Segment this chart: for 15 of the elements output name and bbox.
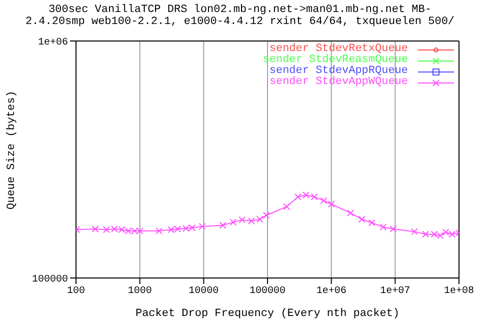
x-tick-label: 1e+06 (316, 286, 346, 298)
chart-title: 300sec VanillaTCP DRS lon02.mb-ng.net->man01.mb-ng.net MB- (48, 4, 432, 16)
x-tick-label: 100000 (249, 286, 286, 298)
legend-label: sender StdevAppWQueue (269, 76, 408, 88)
x-tick-label: 10000 (188, 286, 219, 298)
y-axis-title: Queue Size (bytes) (6, 90, 18, 210)
x-tick-label: 100 (66, 286, 86, 298)
x-tick-label: 1e+07 (380, 286, 410, 298)
legend-label: sender StdevAppRQueue (269, 65, 408, 77)
x-tick-label: 1e+08 (444, 286, 474, 298)
legend-label: sender StdevRetxQueue (269, 43, 408, 55)
x-axis-title: Packet Drop Frequency (Every nth packet) (135, 308, 400, 320)
x-tick-label: 1000 (128, 286, 152, 298)
legend-label: sender StdevReasmQueue (262, 54, 408, 66)
chart-subtitle: 2.4.20smp web100-2.2.1, e1000-4.4.12 rxint 64/64, txqueuelen 500/ (24, 16, 456, 28)
